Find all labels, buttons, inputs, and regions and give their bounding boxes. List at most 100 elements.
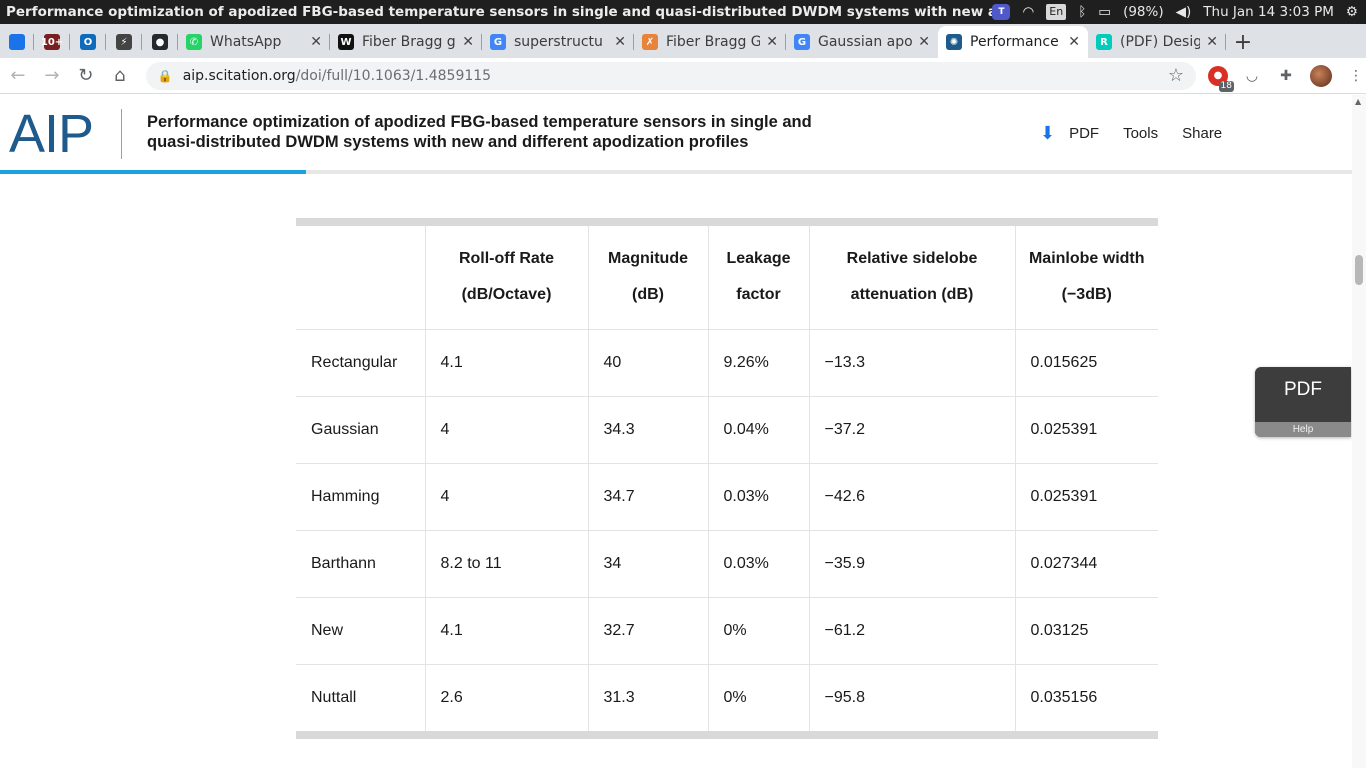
calendar-icon: 10+ <box>41 34 63 50</box>
table-cell: −95.8 <box>808 663 1015 731</box>
aip-logo[interactable]: AIP <box>9 104 94 164</box>
table-cell: 0.03125 <box>1014 596 1158 664</box>
table-cell: 34 <box>587 529 708 597</box>
comparison-table: Roll-off Rate (dB/Octave) Magnitude (dB)… <box>296 218 1158 739</box>
scroll-up-arrow-icon[interactable]: ▲ <box>1355 97 1362 106</box>
bolt-icon: ⚡ <box>116 34 132 50</box>
whatsapp-icon: ✆ <box>186 34 202 50</box>
table-row-header-cell: Nuttall <box>296 663 425 731</box>
google-icon: G <box>490 34 506 50</box>
table-row: Barthann 8.2 to 11 34 0.03% −35.9 0.027344 <box>296 529 1158 597</box>
table-cell: 0% <box>707 596 809 664</box>
table-cell: 2.6 <box>424 663 588 731</box>
table-cell: 0% <box>707 663 809 731</box>
tab-close-icon[interactable]: ✕ <box>1068 34 1080 50</box>
table-cell: 4.1 <box>424 328 588 396</box>
tools-link[interactable]: Tools <box>1123 125 1159 142</box>
vertical-scrollbar[interactable]: ▲ <box>1352 95 1366 768</box>
table-header-cell <box>296 226 425 329</box>
battery-percent[interactable]: (98%) <box>1123 4 1164 20</box>
url-path: /doi/full/10.1063/1.4859115 <box>295 67 492 84</box>
adblock-extension-icon[interactable]: ● 18 <box>1207 65 1234 92</box>
reading-progress-bar <box>0 170 1352 174</box>
settings-gear-icon[interactable]: ⚙ <box>1345 4 1358 20</box>
browser-tab[interactable]: O <box>70 26 106 58</box>
scrollbar-thumb[interactable] <box>1355 255 1363 285</box>
share-link[interactable]: Share <box>1182 125 1223 142</box>
table-cell: −61.2 <box>808 596 1015 664</box>
table-cell: −13.3 <box>808 328 1015 396</box>
back-arrow-icon[interactable]: ← <box>10 65 26 86</box>
profile-avatar[interactable] <box>1309 64 1332 87</box>
browser-tab[interactable]: ✆ WhatsApp ✕ <box>178 26 330 58</box>
pocket-icon[interactable]: ◡ <box>1245 67 1259 84</box>
table-cell: 32.7 <box>587 596 708 664</box>
table-cell: 4.1 <box>424 596 588 664</box>
tab-label: Performance <box>970 34 1059 50</box>
table-cell: 40 <box>587 328 708 396</box>
table-row-header-cell: New <box>296 596 425 664</box>
floating-pdf-widget[interactable]: PDF Help <box>1255 367 1351 437</box>
browser-tab[interactable]: ● <box>142 26 178 58</box>
outlook-icon: O <box>80 34 96 50</box>
bluetooth-icon[interactable]: ᛒ <box>1078 4 1087 20</box>
volume-icon[interactable]: ◀) <box>1175 4 1192 20</box>
logo-divider <box>121 109 122 159</box>
table-row: Nuttall 2.6 31.3 0% −95.8 0.035156 <box>296 663 1158 731</box>
tab-close-icon[interactable]: ✕ <box>766 34 778 50</box>
download-icon[interactable]: ⬇ <box>1040 123 1056 143</box>
table-cell: 9.26% <box>707 328 809 396</box>
table-row-header-cell: Rectangular <box>296 328 425 396</box>
wifi-icon[interactable]: ◠ <box>1022 4 1035 20</box>
tab-close-icon[interactable]: ✕ <box>310 34 322 50</box>
puzzle-extensions-icon[interactable]: ✚ <box>1280 67 1292 84</box>
browser-tab[interactable]: 10+ <box>34 26 70 58</box>
browser-toolbar: ← → ↻ ⌂ 🔒 aip.scitation.org/doi/full/10.… <box>0 58 1366 94</box>
forward-arrow-icon[interactable]: → <box>44 65 60 86</box>
tab-close-icon[interactable]: ✕ <box>614 34 626 50</box>
tab-label: Fiber Bragg g <box>362 34 456 50</box>
sciencedirect-icon: ✗ <box>642 34 658 50</box>
table-cell: 0.027344 <box>1014 529 1158 597</box>
system-tray: T ◠ En ᛒ ▭ (98%) ◀) Thu Jan 14 3:03 PM ⚙ <box>992 4 1366 20</box>
clock[interactable]: Thu Jan 14 3:03 PM <box>1203 4 1334 20</box>
bookmark-star-icon[interactable]: ☆ <box>1167 65 1184 86</box>
address-bar[interactable]: 🔒 aip.scitation.org/doi/full/10.1063/1.4… <box>145 61 1196 90</box>
battery-icon[interactable]: ▭ <box>1098 4 1112 20</box>
browser-tab[interactable]: R (PDF) Design ✕ <box>1088 26 1226 58</box>
new-tab-plus-icon[interactable]: + <box>1233 29 1253 55</box>
browser-tab[interactable]: ✺ Performance ✕ <box>938 26 1088 58</box>
browser-menu-icon[interactable]: ⋮ <box>1348 67 1363 84</box>
reload-icon[interactable]: ↻ <box>78 65 94 86</box>
table-row-header-cell: Gaussian <box>296 395 425 463</box>
tab-close-icon[interactable]: ✕ <box>462 34 474 50</box>
browser-tab[interactable]: ✗ Fiber Bragg G ✕ <box>634 26 786 58</box>
github-icon: ● <box>152 34 168 50</box>
extension-badge: 18 <box>1218 80 1234 92</box>
table-cell: 8.2 to 11 <box>424 529 588 597</box>
extension-icons: ● 18 ◡ ✚ ⋮ <box>1207 64 1366 92</box>
language-indicator[interactable]: En <box>1046 4 1067 20</box>
browser-tab[interactable]: W Fiber Bragg g ✕ <box>330 26 482 58</box>
browser-tab[interactable]: G Gaussian apo ✕ <box>786 26 938 58</box>
scitation-icon: ✺ <box>946 34 962 50</box>
table-row: Gaussian 4 34.3 0.04% −37.2 0.025391 <box>296 395 1158 463</box>
table-row: Rectangular 4.1 40 9.26% −13.3 0.015625 <box>296 328 1158 396</box>
tab-label: WhatsApp <box>210 34 282 50</box>
pdf-link[interactable]: PDF <box>1069 125 1100 142</box>
home-icon[interactable]: ⌂ <box>114 65 126 86</box>
system-top-bar: Performance optimization of apodized FBG… <box>0 0 1366 24</box>
tab-close-icon[interactable]: ✕ <box>918 34 930 50</box>
browser-tab[interactable]: ⚡ <box>106 26 142 58</box>
lock-icon[interactable]: 🔒 <box>157 68 173 83</box>
table-top-rule <box>296 218 1158 226</box>
table-header-row: Roll-off Rate (dB/Octave) Magnitude (dB)… <box>296 226 1158 329</box>
pdf-widget-help[interactable]: Help <box>1255 422 1351 437</box>
table-header-cell: Relative sidelobe attenuation (dB) <box>808 226 1015 329</box>
tab-close-icon[interactable]: ✕ <box>1206 34 1218 50</box>
browser-tab[interactable] <box>0 26 34 58</box>
teams-icon[interactable]: T <box>992 4 1011 20</box>
pdf-widget-label[interactable]: PDF <box>1284 379 1322 400</box>
table-cell: 0.03% <box>707 462 809 530</box>
